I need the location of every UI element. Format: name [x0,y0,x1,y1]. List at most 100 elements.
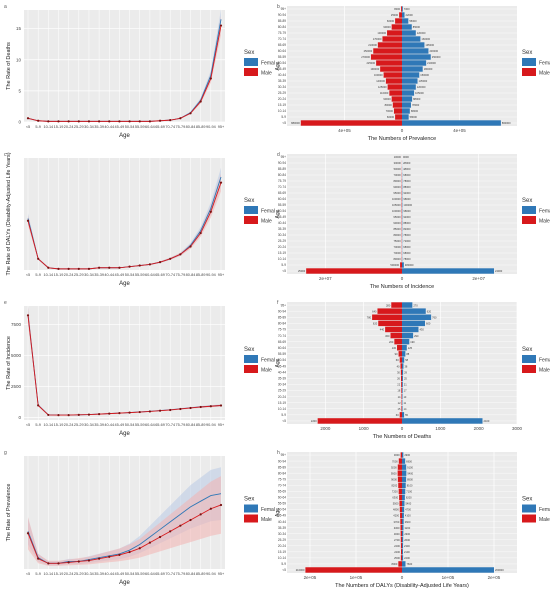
c3-point-male [169,530,171,532]
c1-point-male [118,267,120,269]
c7-data-label-female: 6900 [406,459,412,463]
c7-bar-female [402,464,406,469]
c5-legend-swatch-female [522,206,536,214]
c6-ytick-label: 80-84 [278,322,286,326]
c7-bar-male [399,501,402,506]
c6-xtick-label: 1000 [359,426,370,431]
c7-ylabel: Age [275,508,281,517]
c1-xtick-label: 75-79 [176,273,186,277]
c2-xtick-label: 40-44 [104,423,114,427]
c4-bar-male [399,12,402,17]
c4-bar-female [402,36,420,41]
c4-data-label-female: 180000 [424,67,433,71]
c0-ytick-label: 0 [18,120,21,125]
c3-xtick-label: 80-84 [186,572,196,576]
c3-legend-title: Sex [244,497,254,503]
c7-data-label-male: 9000 [391,477,397,481]
c0-legend-title: Sex [244,50,254,56]
c7-ytick-label: 80-84 [278,471,286,475]
c7-data-label-male: 6300 [392,496,398,500]
c7-data-label-female: 6200 [406,496,412,500]
c7-data-label-male: 3000 [394,453,400,457]
c0-xtick-label: 20-24 [64,125,74,129]
c7-data-label-male: 9200 [391,465,397,469]
c4-bar-female [402,60,426,65]
c4-bar-female [402,102,411,107]
c6-xtick-label: 2000 [320,426,331,431]
c4-data-label-female: 22000 [406,13,414,17]
c6-data-label-male: 620 [373,322,378,326]
c5-data-label-female: 78000 [403,233,411,237]
c2-point-male [149,410,151,412]
c7-data-label-male: 7000 [392,459,398,463]
c4-legend-swatch-male [522,68,536,76]
c4-data-label-male: 90000 [383,25,391,29]
c6-bar-male [400,357,402,362]
c2-xtick-label: 15-19 [54,423,64,427]
c4-bar-male [382,36,402,41]
c7-data-label-female: 4700 [405,508,411,512]
c4-bar-male [376,60,402,65]
c6-data-label-female: 125 [408,346,413,350]
c6-ytick-label: 40-44 [278,370,286,374]
c6-data-label-female: 270 [413,303,418,307]
c6-legend-title: Sex [522,347,532,353]
c4-bar-male [395,18,402,23]
c5-data-label-female: 98000 [403,197,411,201]
c2-xtick-label: 50-54 [125,423,135,427]
c0-point-male [159,120,161,122]
c4-xtick-label: 4e+05 [453,128,466,133]
c4-bar-male [380,66,402,71]
c7-ytick-label: 20-24 [278,544,286,548]
c4-bar-male [371,54,402,59]
c5-legend-swatch-male [522,216,536,224]
c1-xlabel: Age [119,281,130,287]
c7-bar-female [402,531,403,536]
c2-legend-title: Sex [244,347,254,353]
c5-xlabel: The Numbers of Incidence [370,284,435,290]
c4-data-label-male: 190000 [370,67,379,71]
c7-bar-female [402,513,404,518]
c6-bar-male [377,308,402,313]
c5-data-label-female: 100000 [403,203,412,207]
c6-data-label-male: 640 [372,309,377,313]
c7-bar-male [398,464,402,469]
c7-data-label-female: 8100 [407,483,413,487]
c6-ytick-label: 30-34 [278,383,286,387]
c7-bar-male [401,537,402,542]
c6-panel-letter: f [277,300,279,306]
c5-data-label-female: 88000 [403,185,411,189]
c4-ytick-label: 25-29 [278,91,286,95]
c6-ytick-label: <5 [282,419,286,423]
c1-xtick-label: 60-64 [145,273,155,277]
c4-bar-male [386,78,402,83]
c5-data-label-female: 480000 [405,263,414,267]
c5-data-label-female: 68000 [403,245,411,249]
c1-xtick-label: 55-59 [135,273,145,277]
c7-data-label-female: 2600 [404,538,410,542]
c0-xtick-label: 70-74 [165,125,175,129]
c0-legend-swatch-female [244,58,258,66]
c3-legend-label-female: Female [261,507,275,513]
c3-xtick-label: 30-34 [84,572,94,576]
c0-ytick-label: 5 [18,88,21,93]
c7-bar-male [400,507,402,512]
c7-data-label-female: 7100 [406,490,412,494]
c0-plot-background [24,10,225,122]
c3-point-male [189,519,191,521]
c1-point-male [200,232,202,234]
c4-xlabel: The Numbers of Prevalence [368,136,436,142]
c4-data-label-female: 150000 [420,73,429,77]
c7-data-label-male: 5500 [393,502,399,506]
c2-xtick-label: 80-84 [186,423,196,427]
c7-ytick-label: 15-19 [278,550,286,554]
c4-legend-swatch-female [522,58,536,66]
c4-ytick-label: <5 [282,121,286,125]
c4-bar-male [392,24,402,29]
c0-point-male [220,24,222,26]
c7-data-label-female: 4100 [405,514,411,518]
c6-data-label-female: 620 [427,309,432,313]
c5-data-label-male: 90000 [393,221,401,225]
